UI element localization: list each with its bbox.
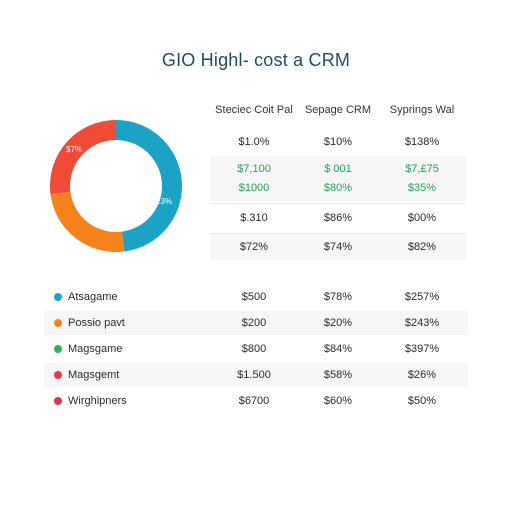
table-divider	[210, 233, 466, 234]
legend-value: $200	[241, 317, 267, 329]
legend-value: $397%	[404, 343, 440, 355]
table-cell: $86%	[323, 212, 353, 224]
column-header-2: Sepage CRM	[304, 104, 372, 116]
donut-data-label-2: 23%	[156, 197, 172, 206]
table-cell: $1000	[238, 182, 270, 194]
legend-value: $58%	[323, 369, 353, 381]
legend-value: $243%	[404, 317, 440, 329]
table-cell: $74%	[323, 241, 353, 253]
legend-label: Magsgemt	[68, 369, 120, 381]
legend-dot	[54, 345, 62, 353]
table-row: $1000 $80% $35%	[210, 175, 466, 201]
legend-value: $50%	[407, 395, 437, 407]
table-cell: $ 001	[324, 163, 352, 175]
table-row: $1.0% $10% $138%	[210, 129, 466, 155]
table-cell: $00%	[407, 212, 437, 224]
table-cell: $138%	[404, 136, 440, 148]
legend-value: $257%	[404, 291, 440, 303]
table-cell: $.310	[240, 212, 268, 224]
donut-slice-1	[116, 120, 183, 252]
donut-data-label-1: $7%	[66, 145, 82, 154]
legend-row: Wirghipners $6700 $60% $50%	[44, 389, 468, 413]
legend-label: Possio pavt	[68, 317, 125, 329]
legend-value: $26%	[407, 369, 437, 381]
table-divider	[210, 203, 466, 204]
legend-value: $800	[241, 343, 267, 355]
legend-dot	[54, 319, 62, 327]
table-cell: $10%	[323, 136, 353, 148]
table-cell: $72%	[239, 241, 269, 253]
legend-row: Atsagame $500 $78% $257%	[44, 285, 468, 309]
table-cell: $80%	[323, 182, 353, 194]
table-cell: $82%	[407, 241, 437, 253]
donut-chart: $7% 23%	[50, 120, 183, 252]
legend-label: Wirghipners	[68, 395, 127, 407]
legend-row: Possio pavt $200 $20% $243%	[44, 311, 468, 335]
chart-title: GIO Highl- cost a CRM	[161, 50, 351, 70]
legend-value: $1.500	[237, 369, 271, 381]
donut-slice-3	[50, 120, 116, 195]
column-header-3: Syprings Wal	[389, 104, 455, 116]
table-row: $72% $74% $82%	[210, 234, 466, 260]
table-cell: $7,£75	[405, 163, 439, 175]
legend-value: $78%	[323, 291, 353, 303]
legend-value: $500	[241, 291, 267, 303]
legend-value: $20%	[323, 317, 353, 329]
legend-value: $84%	[323, 343, 353, 355]
legend-dot	[54, 397, 62, 405]
table-cell: $1.0%	[238, 136, 270, 148]
legend-value: $60%	[323, 395, 353, 407]
table-row: $.310 $86% $00%	[210, 205, 466, 231]
legend-row: Magsgame $800 $84% $397%	[44, 337, 468, 361]
legend-dot	[54, 293, 62, 301]
legend-row: Magsgemt $1.500 $58% $26%	[44, 363, 468, 387]
column-header-1: Steciec Coit Pal	[215, 104, 293, 116]
table-cell: $35%	[407, 182, 437, 194]
table-cell: $7,100	[237, 163, 271, 175]
legend-label: Atsagame	[68, 291, 118, 303]
legend-dot	[54, 371, 62, 379]
donut-slice-2	[50, 191, 125, 252]
legend-value: $6700	[238, 395, 270, 407]
legend-label: Magsgame	[68, 343, 123, 355]
